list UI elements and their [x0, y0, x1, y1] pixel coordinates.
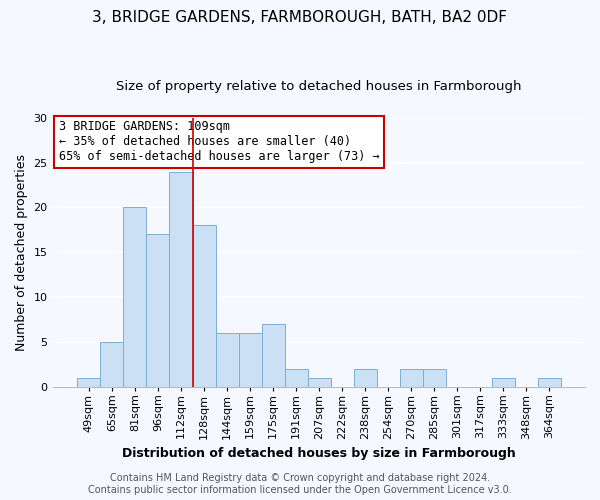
- Bar: [262, 324, 284, 386]
- Bar: [284, 368, 308, 386]
- Bar: [193, 226, 215, 386]
- Bar: [538, 378, 561, 386]
- Bar: [353, 368, 377, 386]
- Bar: [423, 368, 446, 386]
- Bar: [239, 333, 262, 386]
- Bar: [492, 378, 515, 386]
- Bar: [77, 378, 100, 386]
- Title: Size of property relative to detached houses in Farmborough: Size of property relative to detached ho…: [116, 80, 522, 93]
- Bar: [124, 208, 146, 386]
- Text: Contains HM Land Registry data © Crown copyright and database right 2024.
Contai: Contains HM Land Registry data © Crown c…: [88, 474, 512, 495]
- Bar: [308, 378, 331, 386]
- Bar: [100, 342, 124, 386]
- X-axis label: Distribution of detached houses by size in Farmborough: Distribution of detached houses by size …: [122, 447, 516, 460]
- Bar: [169, 172, 193, 386]
- Text: 3 BRIDGE GARDENS: 109sqm
← 35% of detached houses are smaller (40)
65% of semi-d: 3 BRIDGE GARDENS: 109sqm ← 35% of detach…: [59, 120, 379, 164]
- Bar: [400, 368, 423, 386]
- Text: 3, BRIDGE GARDENS, FARMBOROUGH, BATH, BA2 0DF: 3, BRIDGE GARDENS, FARMBOROUGH, BATH, BA…: [92, 10, 508, 25]
- Bar: [215, 333, 239, 386]
- Y-axis label: Number of detached properties: Number of detached properties: [15, 154, 28, 350]
- Bar: [146, 234, 169, 386]
